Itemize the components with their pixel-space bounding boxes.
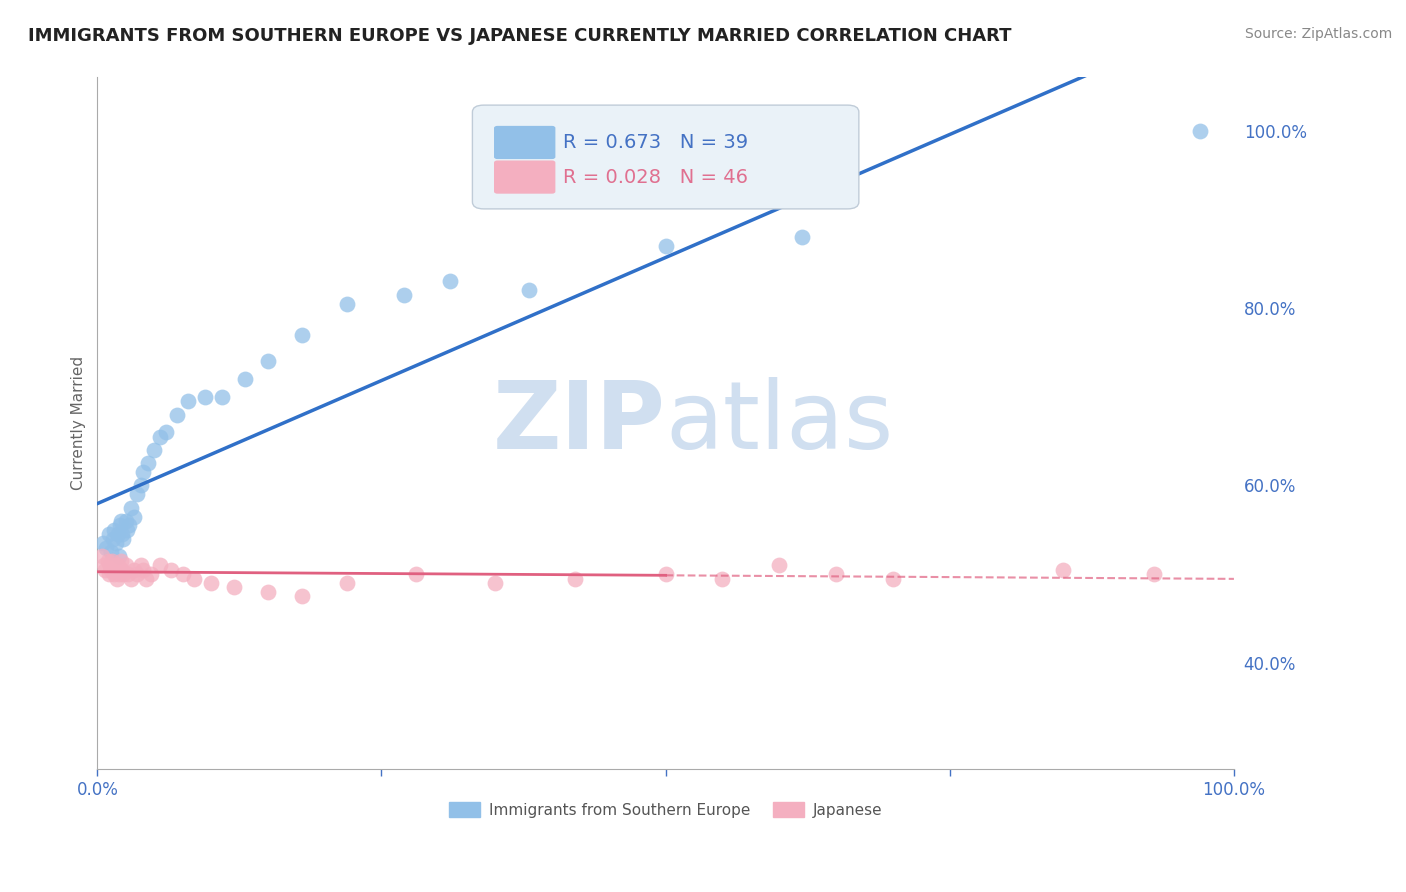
Point: [517, 283, 540, 297]
Point: [112, 567, 135, 582]
Point: [166, 408, 188, 422]
Point: [120, 500, 142, 515]
Point: [97, 554, 120, 568]
Point: [100, 545, 122, 559]
Point: [790, 230, 813, 244]
Text: IMMIGRANTS FROM SOUTHERN EUROPE VS JAPANESE CURRENTLY MARRIED CORRELATION CHART: IMMIGRANTS FROM SOUTHERN EUROPE VS JAPAN…: [28, 27, 1012, 45]
Text: atlas: atlas: [665, 377, 894, 469]
Point: [155, 425, 177, 440]
Legend: Immigrants from Southern Europe, Japanese: Immigrants from Southern Europe, Japanes…: [443, 796, 889, 824]
Point: [211, 390, 233, 404]
Point: [103, 523, 125, 537]
Point: [149, 558, 172, 573]
Point: [291, 590, 314, 604]
Point: [101, 554, 124, 568]
Point: [177, 394, 200, 409]
Point: [484, 576, 506, 591]
Point: [405, 567, 427, 582]
Point: [120, 572, 142, 586]
Point: [108, 567, 131, 582]
Point: [183, 572, 205, 586]
Point: [654, 567, 676, 582]
Text: R = 0.673   N = 39: R = 0.673 N = 39: [564, 133, 748, 152]
Point: [882, 572, 904, 586]
Point: [143, 442, 166, 457]
Point: [107, 527, 129, 541]
Point: [122, 509, 145, 524]
Point: [160, 563, 183, 577]
Point: [654, 239, 676, 253]
Point: [291, 327, 314, 342]
Point: [103, 567, 125, 582]
Point: [1188, 123, 1211, 137]
Point: [100, 563, 122, 577]
Point: [172, 567, 194, 582]
Point: [108, 563, 131, 577]
Point: [111, 563, 134, 577]
Point: [194, 390, 217, 404]
Point: [105, 572, 128, 586]
Point: [91, 536, 114, 550]
Point: [129, 478, 152, 492]
Point: [117, 567, 139, 582]
Point: [139, 567, 162, 582]
Point: [711, 572, 734, 586]
Point: [564, 572, 586, 586]
Point: [115, 523, 138, 537]
Point: [1143, 567, 1166, 582]
Point: [110, 554, 132, 568]
Point: [90, 549, 112, 564]
Point: [94, 563, 117, 577]
Point: [96, 541, 118, 555]
Point: [127, 487, 149, 501]
Point: [392, 287, 415, 301]
Point: [336, 296, 359, 310]
Point: [110, 514, 132, 528]
Text: R = 0.028   N = 46: R = 0.028 N = 46: [564, 168, 748, 186]
Point: [439, 275, 461, 289]
Point: [108, 518, 131, 533]
Point: [98, 558, 121, 573]
Point: [103, 532, 125, 546]
Point: [118, 518, 141, 533]
Point: [127, 567, 149, 582]
Point: [768, 558, 790, 573]
Point: [111, 527, 134, 541]
FancyBboxPatch shape: [494, 161, 555, 194]
Point: [107, 558, 129, 573]
Point: [129, 558, 152, 573]
Point: [114, 514, 136, 528]
Point: [132, 563, 155, 577]
Point: [122, 563, 145, 577]
Point: [112, 532, 135, 546]
Text: ZIP: ZIP: [492, 377, 665, 469]
Point: [336, 576, 359, 591]
Point: [108, 549, 131, 564]
Point: [825, 567, 848, 582]
Point: [222, 581, 245, 595]
Point: [97, 567, 120, 582]
Point: [200, 576, 222, 591]
Point: [1052, 563, 1074, 577]
FancyBboxPatch shape: [472, 105, 859, 209]
Point: [135, 572, 157, 586]
Point: [256, 585, 278, 599]
Point: [93, 558, 115, 573]
Point: [114, 558, 136, 573]
Point: [132, 465, 155, 479]
Point: [97, 527, 120, 541]
Point: [149, 430, 172, 444]
Point: [233, 372, 256, 386]
Point: [256, 354, 278, 368]
Text: Source: ZipAtlas.com: Source: ZipAtlas.com: [1244, 27, 1392, 41]
Point: [103, 563, 125, 577]
Y-axis label: Currently Married: Currently Married: [72, 356, 86, 491]
Point: [138, 456, 160, 470]
Point: [104, 536, 127, 550]
FancyBboxPatch shape: [494, 126, 555, 159]
Point: [104, 558, 127, 573]
